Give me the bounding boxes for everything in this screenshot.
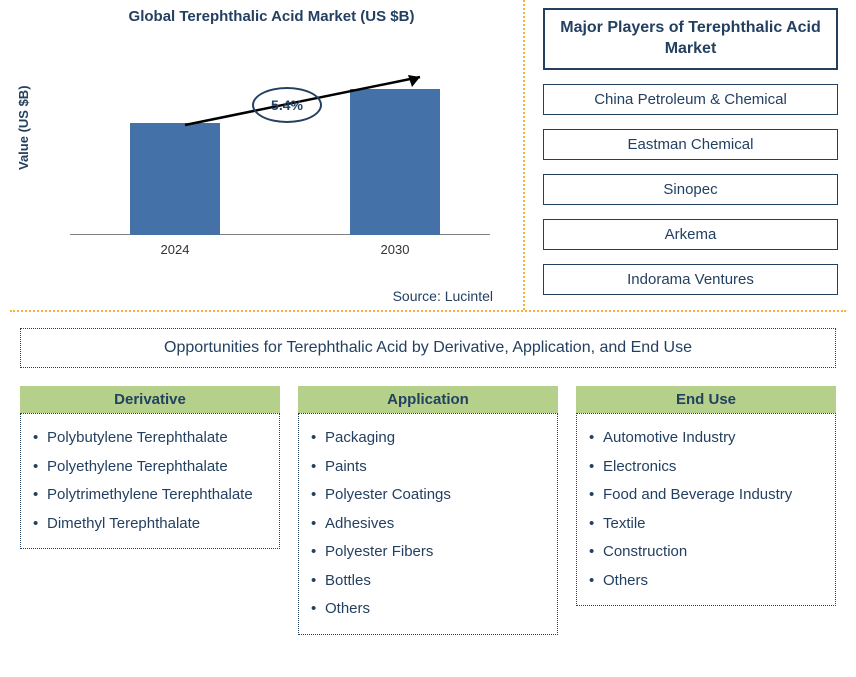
chart-panel: Global Terephthalic Acid Market (US $B) … (0, 0, 525, 310)
chart-title: Global Terephthalic Acid Market (US $B) (0, 0, 523, 25)
col-body-0: Polybutylene TerephthalatePolyethylene T… (20, 413, 280, 549)
col-item: Polytrimethylene Terephthalate (33, 481, 269, 510)
source-label: Source: Lucintel (393, 288, 493, 304)
col-item: Polyester Fibers (311, 538, 547, 567)
col-item: Construction (589, 538, 825, 567)
player-box-1: Eastman Chemical (543, 129, 838, 160)
col-item: Automotive Industry (589, 424, 825, 453)
col-item: Electronics (589, 453, 825, 482)
col-item: Paints (311, 453, 547, 482)
col-body-1: PackagingPaintsPolyester CoatingsAdhesiv… (298, 413, 558, 635)
player-box-0: China Petroleum & Chemical (543, 84, 838, 115)
col-item: Others (311, 595, 547, 624)
col-item: Polyester Coatings (311, 481, 547, 510)
player-box-2: Sinopec (543, 174, 838, 205)
opps-col-1: ApplicationPackagingPaintsPolyester Coat… (298, 386, 558, 635)
opps-col-0: DerivativePolybutylene TerephthalatePoly… (20, 386, 280, 635)
x-label-2030: 2030 (350, 242, 440, 257)
col-body-2: Automotive IndustryElectronicsFood and B… (576, 413, 836, 606)
col-header-2: End Use (576, 386, 836, 413)
y-axis-label: Value (US $B) (16, 85, 31, 170)
col-header-0: Derivative (20, 386, 280, 413)
players-title: Major Players of Terephthalic Acid Marke… (543, 8, 838, 70)
col-item: Dimethyl Terephthalate (33, 510, 269, 539)
col-item: Polyethylene Terephthalate (33, 453, 269, 482)
col-item: Adhesives (311, 510, 547, 539)
cagr-oval: 5.4% (252, 87, 322, 123)
horizontal-divider (10, 310, 846, 312)
opportunities-columns: DerivativePolybutylene TerephthalatePoly… (0, 386, 856, 635)
opportunities-title: Opportunities for Terephthalic Acid by D… (20, 328, 836, 368)
col-item: Others (589, 567, 825, 596)
players-list: China Petroleum & Chemical Eastman Chemic… (543, 84, 838, 295)
chart-area: Value (US $B) 2024 2030 5.4% (10, 25, 510, 285)
col-item: Polybutylene Terephthalate (33, 424, 269, 453)
players-panel: Major Players of Terephthalic Acid Marke… (525, 0, 856, 310)
col-item: Bottles (311, 567, 547, 596)
x-label-2024: 2024 (130, 242, 220, 257)
opps-col-2: End UseAutomotive IndustryElectronicsFoo… (576, 386, 836, 635)
col-item: Textile (589, 510, 825, 539)
col-header-1: Application (298, 386, 558, 413)
cagr-label: 5.4% (271, 97, 303, 113)
player-box-3: Arkema (543, 219, 838, 250)
top-section: Global Terephthalic Acid Market (US $B) … (0, 0, 856, 310)
col-item: Food and Beverage Industry (589, 481, 825, 510)
player-box-4: Indorama Ventures (543, 264, 838, 295)
chart-plot: 2024 2030 5.4% (70, 55, 490, 235)
col-item: Packaging (311, 424, 547, 453)
